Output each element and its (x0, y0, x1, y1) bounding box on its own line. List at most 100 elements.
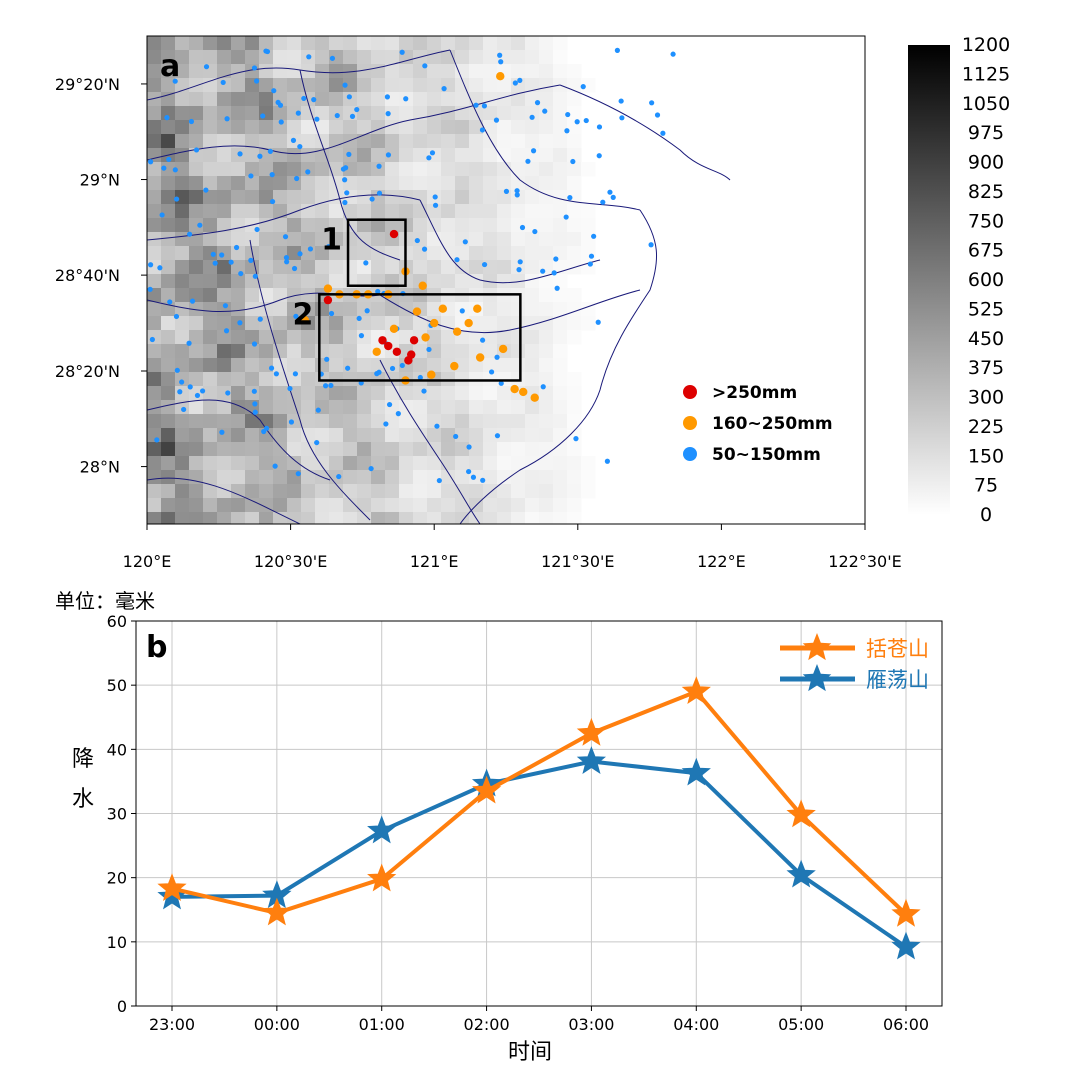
terrain-cell (497, 302, 512, 317)
terrain-shading (147, 36, 596, 524)
terrain-cell (413, 316, 428, 331)
terrain-cell (553, 498, 568, 513)
terrain-cell (161, 358, 176, 373)
terrain-cell (175, 386, 190, 401)
terrain-cell (315, 442, 330, 457)
terrain-cell (497, 176, 512, 191)
station-blue (375, 288, 381, 295)
y-tick-label: 40 (107, 740, 127, 759)
station-blue (340, 166, 347, 172)
terrain-cell (203, 190, 218, 205)
panel-label-b: b (146, 630, 167, 665)
station-blue (432, 202, 439, 208)
y-tick-label: 50 (107, 676, 127, 695)
terrain-cell (553, 134, 568, 149)
terrain-cell (525, 36, 540, 51)
terrain-cell (567, 484, 582, 499)
colorbar-tick-label: 1125 (962, 63, 1010, 85)
terrain-cell (161, 372, 176, 387)
legend-marker (683, 416, 697, 430)
terrain-cell (525, 512, 540, 524)
terrain-cell (161, 512, 176, 524)
terrain-cell (539, 372, 554, 387)
terrain-cell (371, 400, 386, 415)
admin-boundaries (147, 49, 731, 524)
terrain-cell (385, 484, 400, 499)
terrain-cell (189, 316, 204, 331)
terrain-cell (273, 78, 288, 93)
terrain-cell (483, 246, 498, 261)
terrain-cell (581, 246, 596, 261)
terrain-cell (217, 260, 232, 275)
station-blue (376, 163, 382, 169)
terrain-cell (441, 232, 456, 247)
terrain-cell (567, 246, 582, 261)
station-blue (503, 188, 510, 194)
terrain-cell (231, 218, 246, 233)
terrain-cell (147, 442, 162, 457)
terrain-cell (469, 190, 484, 205)
terrain-cell (539, 414, 554, 429)
station-blue (297, 143, 303, 150)
terrain-cell (441, 260, 456, 275)
station-blue (283, 255, 290, 261)
terrain-cell (385, 246, 400, 261)
y-tick-label: 29°N (80, 171, 120, 190)
terrain-cell (315, 414, 330, 429)
terrain-cell (315, 484, 330, 499)
x-tick-label: 03:00 (568, 1015, 614, 1034)
terrain-cell (231, 414, 246, 429)
terrain-cell (315, 176, 330, 191)
terrain-cell (231, 50, 246, 65)
station-blue (297, 251, 303, 257)
terrain-cell (469, 442, 484, 457)
terrain-cell (441, 190, 456, 205)
series-point (681, 676, 711, 705)
station-blue (187, 384, 193, 390)
station-blue (203, 64, 210, 70)
terrain-cell (357, 78, 372, 93)
terrain-cell (287, 106, 302, 121)
terrain-cell (483, 512, 498, 524)
terrain-cell (539, 190, 554, 205)
station-blue (167, 299, 173, 305)
station-orange (452, 327, 462, 336)
terrain-cell (357, 386, 372, 401)
terrain-cell (385, 120, 400, 135)
terrain-cell (385, 204, 400, 219)
terrain-cell (581, 78, 596, 93)
terrain-cell (203, 302, 218, 317)
terrain-cell (567, 456, 582, 471)
terrain-cell (287, 36, 302, 51)
terrain-cell (343, 428, 358, 443)
terrain-cell (259, 120, 274, 135)
station-blue (383, 421, 389, 427)
terrain-cell (245, 330, 260, 345)
terrain-cell (427, 260, 442, 275)
station-blue (346, 151, 352, 157)
terrain-cell (455, 442, 470, 457)
station-blue (540, 268, 546, 274)
terrain-cell (441, 484, 456, 499)
terrain-cell (301, 400, 316, 415)
terrain-cell (343, 344, 358, 359)
station-blue (349, 113, 356, 119)
terrain-cell (497, 274, 512, 289)
terrain-cell (315, 148, 330, 163)
terrain-cell (553, 302, 568, 317)
terrain-cell (287, 148, 302, 163)
terrain-cell (413, 442, 428, 457)
station-blue (587, 261, 593, 267)
terrain-cell (371, 456, 386, 471)
terrain-cell (147, 358, 162, 373)
terrain-cell (567, 64, 582, 79)
colorbar-tick-label: 900 (968, 152, 1004, 174)
station-blue (228, 259, 234, 265)
terrain-cell (525, 50, 540, 65)
terrain-cell (217, 190, 232, 205)
terrain-cell (175, 50, 190, 65)
terrain-cell (259, 470, 274, 485)
terrain-cell (203, 386, 218, 401)
terrain-cell (203, 204, 218, 219)
station-blue (466, 444, 472, 450)
